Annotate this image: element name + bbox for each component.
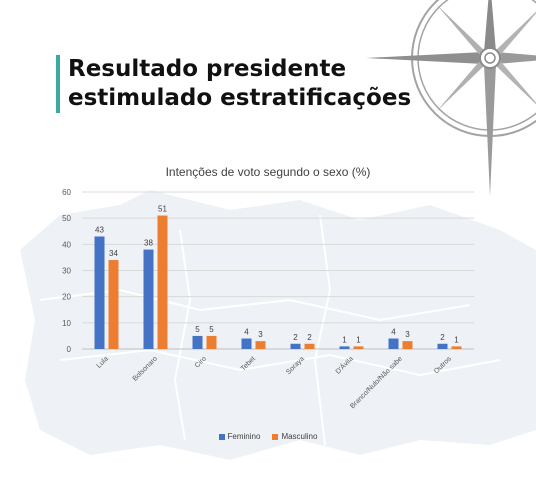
x-tick-label: Tebet bbox=[240, 355, 257, 372]
chart-title: Intenções de voto segundo o sexo (%) bbox=[165, 165, 371, 179]
bar-masculino bbox=[206, 335, 217, 349]
bar-masculino bbox=[157, 215, 168, 349]
y-tick-label: 50 bbox=[62, 214, 71, 223]
bar-feminino bbox=[94, 236, 105, 349]
data-label: 4 bbox=[244, 328, 249, 337]
data-label: 3 bbox=[258, 330, 263, 339]
bar-masculino bbox=[304, 343, 315, 349]
y-tick-label: 10 bbox=[62, 319, 71, 328]
data-label: 2 bbox=[440, 333, 445, 342]
bar-masculino bbox=[402, 341, 413, 349]
y-tick-label: 40 bbox=[62, 240, 71, 249]
bar-feminino bbox=[339, 346, 350, 349]
bar-masculino bbox=[255, 341, 266, 349]
data-label: 1 bbox=[342, 335, 347, 344]
x-tick-label: Soraya bbox=[285, 355, 306, 376]
bar-feminino bbox=[388, 338, 399, 349]
bar-feminino bbox=[437, 343, 448, 349]
data-label: 5 bbox=[209, 325, 214, 334]
x-tick-label: Bolsonaro bbox=[132, 355, 159, 382]
x-tick-label: D'Ávila bbox=[333, 354, 355, 376]
legend-item-masculino: Masculino bbox=[272, 432, 317, 441]
data-label: 43 bbox=[95, 225, 104, 234]
data-label: 1 bbox=[356, 335, 361, 344]
x-tick-label: Outros bbox=[433, 355, 453, 375]
data-label: 2 bbox=[293, 333, 298, 342]
x-tick-label: Branco/Nulo/Não sabe bbox=[349, 355, 404, 410]
slide-title-line-1: Resultado presidente bbox=[68, 56, 347, 82]
slide-title-line-2: estimulado estratificações bbox=[68, 85, 412, 111]
bar-masculino bbox=[108, 260, 119, 349]
data-label: 38 bbox=[144, 239, 153, 248]
x-tick-label: Lula bbox=[96, 355, 110, 369]
bar-feminino bbox=[290, 343, 301, 349]
y-tick-label: 20 bbox=[62, 293, 71, 302]
bar-masculino bbox=[353, 346, 364, 349]
data-label: 1 bbox=[454, 335, 459, 344]
data-label: 4 bbox=[391, 328, 396, 337]
legend-item-feminino: Feminino bbox=[218, 432, 261, 441]
data-label: 3 bbox=[405, 330, 410, 339]
bar-feminino bbox=[143, 249, 154, 349]
data-label: 2 bbox=[307, 333, 312, 342]
y-tick-label: 60 bbox=[62, 188, 71, 197]
y-tick-label: 0 bbox=[67, 345, 72, 354]
legend-label-feminino: Feminino bbox=[227, 432, 261, 441]
data-label: 51 bbox=[158, 205, 167, 214]
slide-title: Resultado presidente estimulado estratif… bbox=[56, 55, 411, 113]
legend-swatch-feminino bbox=[218, 433, 225, 440]
data-label: 34 bbox=[109, 249, 118, 258]
compass-rose-decoration bbox=[366, 0, 536, 195]
bar-masculino bbox=[451, 346, 462, 349]
y-tick-label: 30 bbox=[62, 267, 71, 276]
legend-label-masculino: Masculino bbox=[281, 432, 318, 441]
bar-feminino bbox=[192, 335, 203, 349]
data-label: 5 bbox=[195, 325, 200, 334]
bar-feminino bbox=[241, 338, 252, 349]
x-tick-label: Ciro bbox=[194, 355, 208, 369]
legend-swatch-masculino bbox=[272, 433, 279, 440]
chart-legend: Feminino Masculino bbox=[0, 432, 536, 441]
